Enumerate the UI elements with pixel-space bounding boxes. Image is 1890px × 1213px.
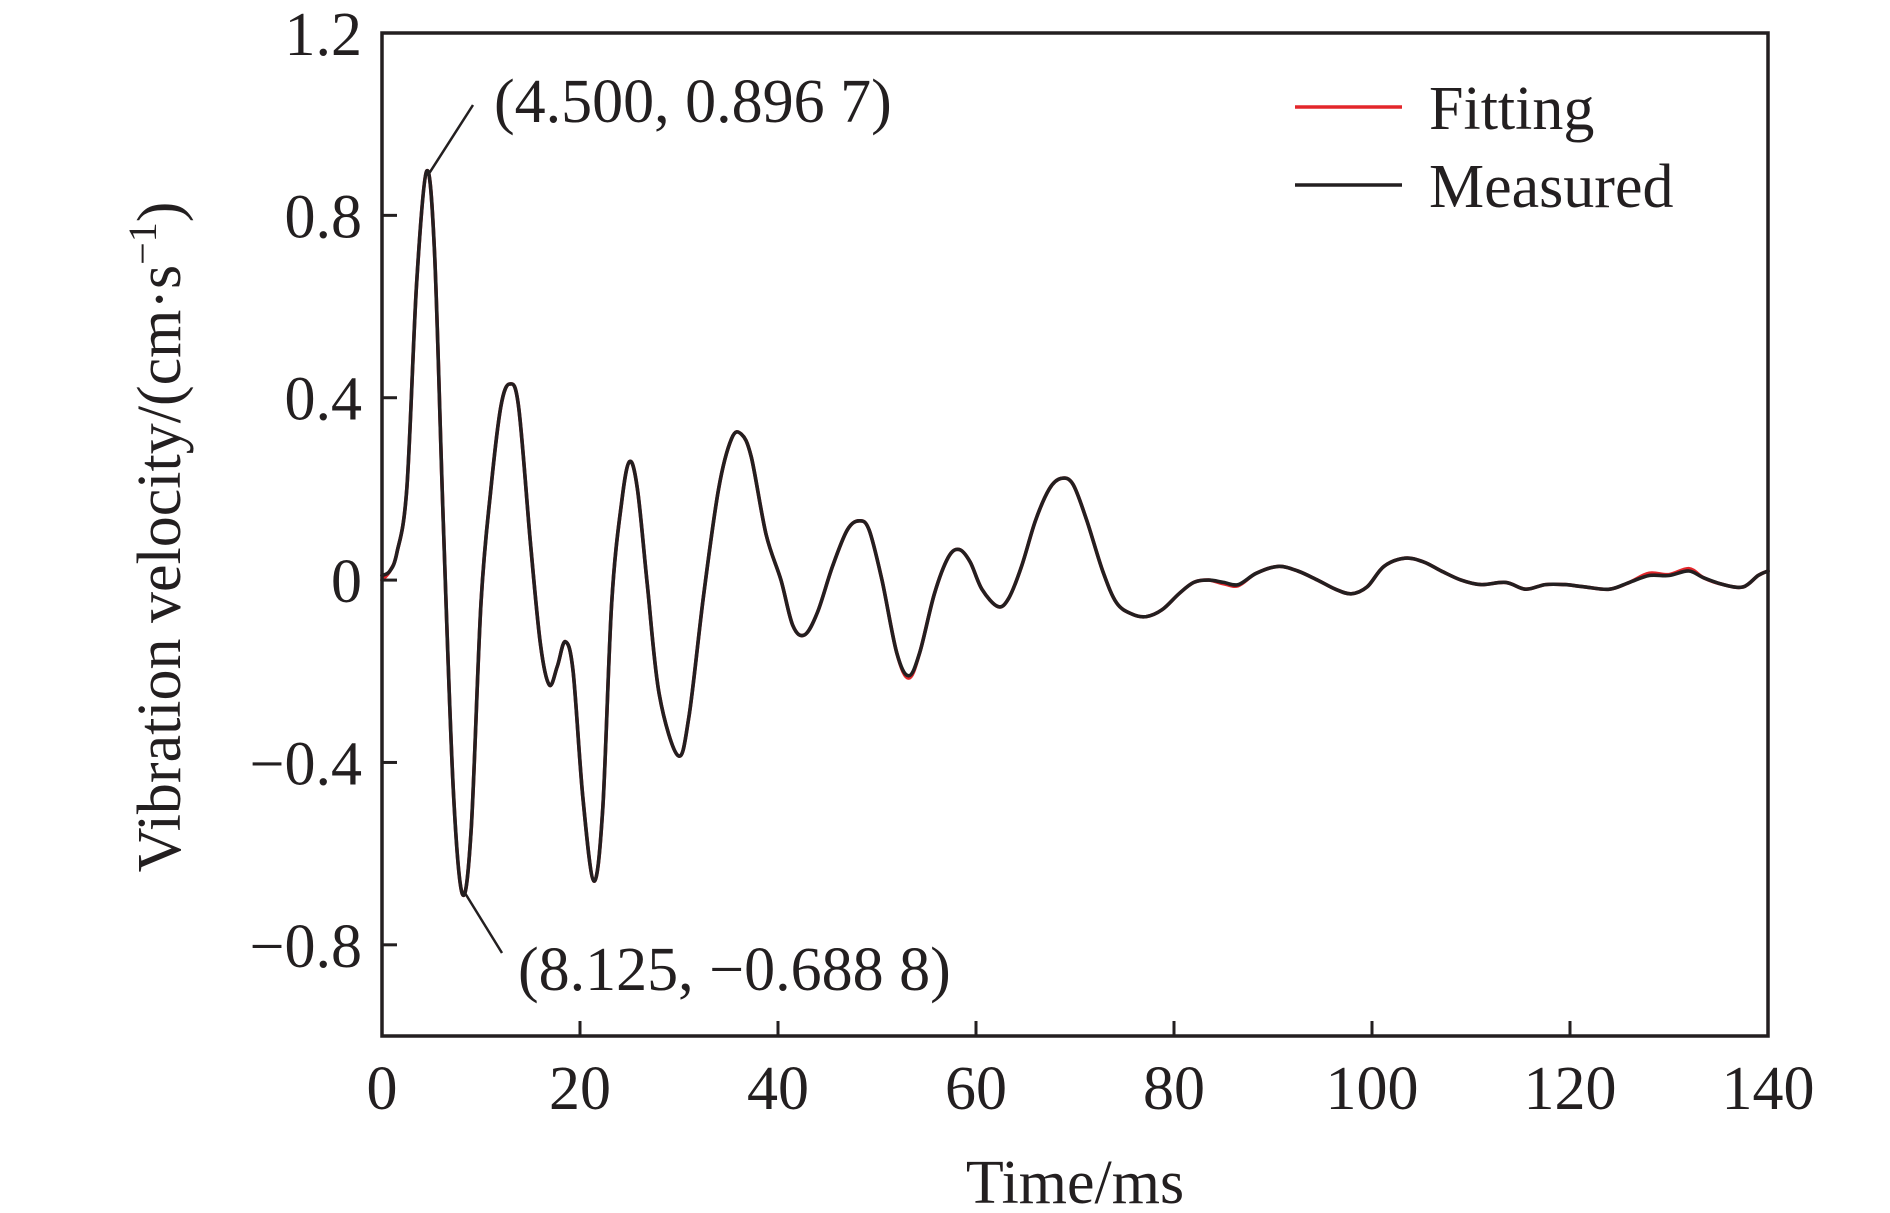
legend-label-measured: Measured bbox=[1429, 153, 1673, 221]
annotation-trough-label: (8.125, −0.688 8) bbox=[518, 936, 951, 1004]
legend: Fitting Measured bbox=[1295, 75, 1673, 221]
x-tick-label: 80 bbox=[1143, 1055, 1205, 1123]
y-axis-label-superscript: −1 bbox=[120, 222, 165, 265]
y-tick-label: −0.8 bbox=[250, 913, 362, 981]
x-tick-label: 60 bbox=[945, 1055, 1007, 1123]
legend-label-fitting: Fitting bbox=[1429, 75, 1594, 143]
y-axis-label-suffix: ) bbox=[126, 202, 194, 223]
series-line-measured bbox=[380, 168, 1770, 898]
x-axis-label: Time/ms bbox=[966, 1149, 1184, 1213]
annotation-peak-label: (4.500, 0.896 7) bbox=[494, 68, 892, 136]
x-tick-label: 140 bbox=[1722, 1055, 1815, 1123]
annotations: (4.500, 0.896 7) (8.125, −0.688 8) bbox=[427, 68, 951, 1004]
series-line-fitting bbox=[380, 168, 1770, 898]
x-tick-label: 100 bbox=[1326, 1055, 1419, 1123]
plot-frame bbox=[380, 31, 1770, 1038]
y-axis-label-text: Vibration velocity/(cm·s bbox=[126, 265, 194, 873]
y-tick-label: 1.2 bbox=[285, 1, 363, 69]
annotation-leader-line bbox=[463, 891, 504, 954]
y-tick-label: 0.4 bbox=[285, 366, 363, 434]
x-tick-label: 120 bbox=[1524, 1055, 1617, 1123]
ticks-layer: −0.8 −0.4 0 0.4 0.8 1.2 0 20 40 60 80 100 120 140 bbox=[250, 1, 1815, 1123]
x-tick-label: 40 bbox=[747, 1055, 809, 1123]
x-tick-label: 20 bbox=[549, 1055, 611, 1123]
y-tick-label: 0.8 bbox=[285, 183, 363, 251]
y-tick-label: −0.4 bbox=[250, 730, 362, 798]
x-tick-label: 0 bbox=[367, 1055, 398, 1123]
y-axis-label: Vibration velocity/(cm·s−1) bbox=[120, 202, 194, 873]
series-layer bbox=[380, 168, 1770, 898]
annotation-leader-line bbox=[427, 104, 475, 175]
y-tick-label: 0 bbox=[331, 548, 362, 616]
